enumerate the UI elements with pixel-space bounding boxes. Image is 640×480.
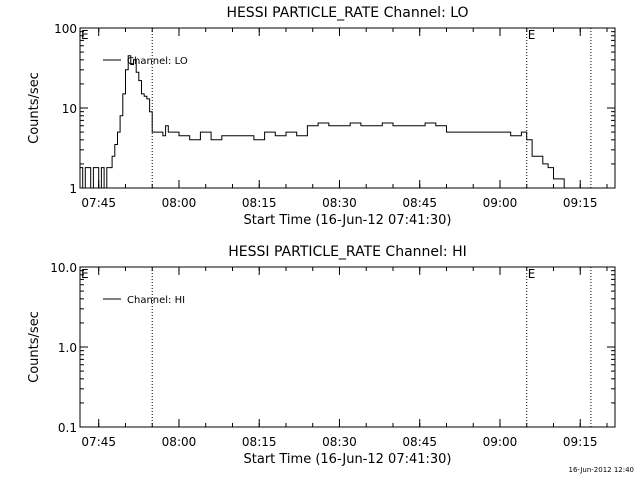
x-axis-label: Start Time (16-Jun-12 07:41:30) [244, 452, 452, 467]
x-tick-label: 09:00 [483, 435, 518, 449]
x-tick-label: 07:45 [81, 196, 116, 210]
y-tick-label: 10.0 [50, 261, 77, 275]
y-tick-label: 100 [54, 22, 77, 36]
x-tick-label: 08:45 [402, 196, 437, 210]
legend-label: Channel: LO [127, 56, 188, 67]
x-tick-label: 08:15 [242, 196, 277, 210]
x-tick-label: 08:15 [242, 435, 277, 449]
event-marker-label: E [81, 267, 89, 281]
x-axis-label: Start Time (16-Jun-12 07:41:30) [244, 213, 452, 228]
plot-frame [79, 27, 616, 189]
x-tick-label: 08:30 [322, 435, 357, 449]
x-tick-label: 09:15 [563, 196, 598, 210]
x-tick-label: 08:00 [162, 435, 197, 449]
x-tick-label: 08:00 [162, 196, 197, 210]
plot-frame [79, 266, 616, 428]
series-line [80, 55, 572, 188]
x-tick-label: 07:45 [81, 435, 116, 449]
y-tick-label: 10 [62, 102, 77, 116]
chart-title: HESSI PARTICLE_RATE Channel: HI [228, 244, 466, 260]
y-tick-label: 1 [69, 182, 77, 196]
chart-panel-2: HESSI PARTICLE_RATE Channel: HI 0.1 1.0 10.… [27, 244, 616, 467]
y-tick-label: 0.1 [58, 421, 77, 435]
chart-panel-1: HESSI PARTICLE_RATE Channel: LO 1 10 100 07:… [27, 5, 616, 228]
x-tick-label: 08:30 [322, 196, 357, 210]
x-tick-label: 09:00 [483, 196, 518, 210]
event-marker-label: E [528, 267, 536, 281]
event-marker-label: E [528, 28, 536, 42]
event-marker-label: E [81, 28, 89, 42]
x-tick-label: 09:15 [563, 435, 598, 449]
y-axis-label: Counts/sec [27, 311, 42, 383]
x-tick-label: 08:45 [402, 435, 437, 449]
y-tick-label: 1.0 [58, 341, 77, 355]
chart-title: HESSI PARTICLE_RATE Channel: LO [226, 5, 468, 21]
y-axis-label: Counts/sec [27, 72, 42, 144]
legend-label: Channel: HI [127, 295, 185, 306]
footer-timestamp: 16-Jun-2012 12:40 [568, 466, 635, 474]
